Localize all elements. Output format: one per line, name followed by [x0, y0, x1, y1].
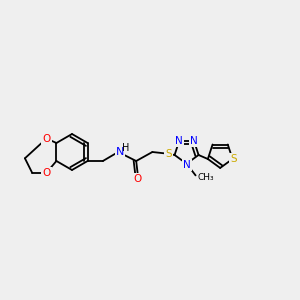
Text: S: S — [165, 149, 172, 159]
Text: O: O — [134, 174, 142, 184]
Text: O: O — [42, 134, 51, 143]
Text: H: H — [122, 143, 129, 153]
Text: N: N — [183, 160, 190, 170]
Text: N: N — [190, 136, 198, 146]
Text: S: S — [230, 154, 237, 164]
Text: CH₃: CH₃ — [198, 173, 214, 182]
Text: O: O — [42, 168, 51, 178]
Text: N: N — [116, 147, 124, 157]
Text: N: N — [175, 136, 183, 146]
